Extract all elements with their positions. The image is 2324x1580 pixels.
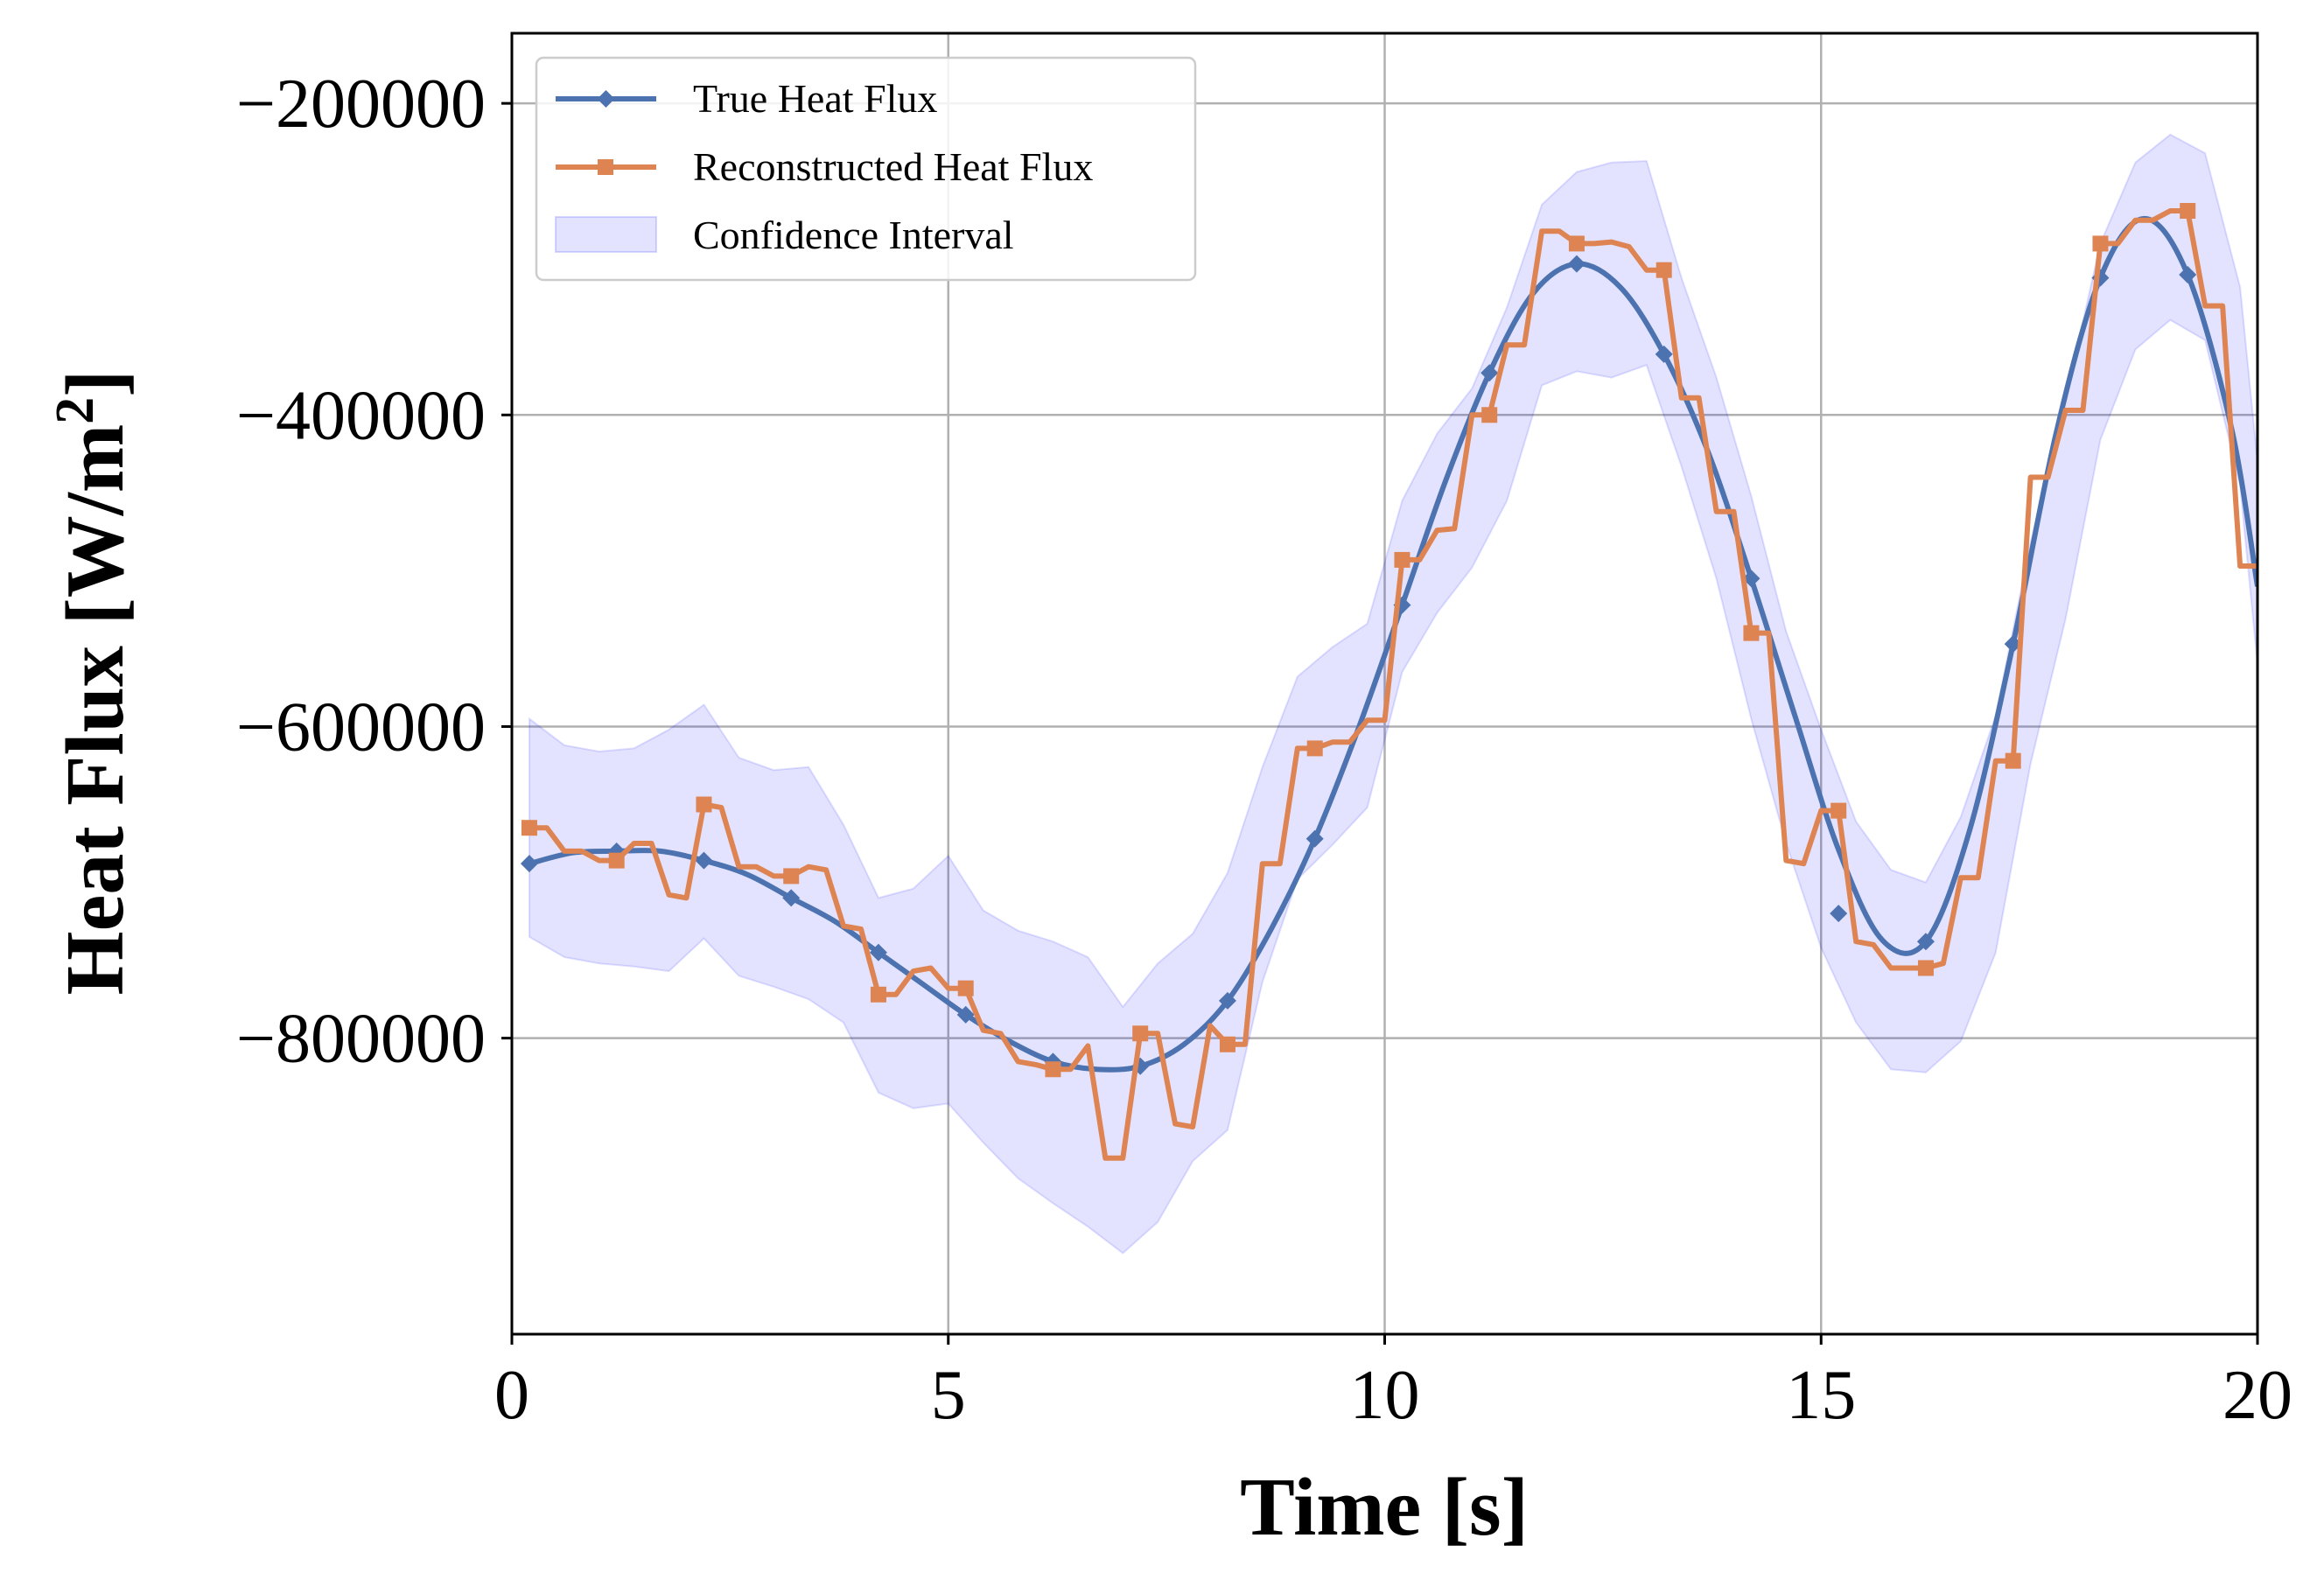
x-axis: 0 5 10 15 20 bbox=[494, 1334, 2292, 1434]
y-tick-label-0: −200000 bbox=[236, 66, 486, 143]
y-tick-label-3: −800000 bbox=[236, 1001, 486, 1078]
confidence-band bbox=[528, 133, 2258, 1255]
data-point-reconstructed-17 bbox=[2005, 752, 2021, 769]
data-point-reconstructed-10 bbox=[1394, 551, 1410, 568]
legend-marker-square-icon bbox=[598, 159, 613, 175]
y-axis: −200000 −400000 −600000 −800000 bbox=[236, 66, 512, 1078]
data-point-reconstructed-3 bbox=[783, 868, 800, 884]
data-point-true-9 bbox=[1306, 829, 1324, 848]
data-point-reconstructed-8 bbox=[1219, 1036, 1236, 1052]
data-point-reconstructed-15 bbox=[1830, 802, 1847, 819]
data-point-reconstructed-19 bbox=[2180, 203, 2196, 220]
y-tick-label-2: −600000 bbox=[236, 689, 486, 766]
x-tick-label-0: 0 bbox=[494, 1357, 529, 1434]
data-point-reconstructed-14 bbox=[1743, 625, 1760, 641]
data-point-reconstructed-9 bbox=[1306, 740, 1323, 757]
x-tick-label-1: 5 bbox=[931, 1357, 966, 1434]
legend-swatch-confidence-interval bbox=[555, 216, 657, 253]
legend-entry-confidence-interval: Confidence Interval bbox=[555, 213, 1014, 257]
data-point-reconstructed-5 bbox=[957, 980, 974, 996]
data-point-true-2 bbox=[695, 851, 713, 870]
x-axis-title: Time [s] bbox=[1240, 1462, 1529, 1553]
data-point-true-12 bbox=[1567, 255, 1586, 273]
legend-box bbox=[535, 56, 1197, 282]
confidence-interval-area bbox=[528, 133, 2258, 1255]
data-point-reconstructed-16 bbox=[1917, 960, 1934, 976]
data-point-reconstructed-1 bbox=[608, 852, 625, 869]
legend-entry-reconstructed-heat-flux: Reconstructed Heat Flux bbox=[556, 144, 1093, 189]
data-point-reconstructed-6 bbox=[1045, 1061, 1061, 1078]
data-point-true-16 bbox=[1916, 933, 1935, 951]
series-reconstructed bbox=[521, 203, 2258, 1161]
data-point-reconstructed-0 bbox=[521, 820, 537, 836]
x-tick-label-2: 10 bbox=[1350, 1357, 1420, 1434]
data-point-true-14 bbox=[1742, 570, 1760, 588]
data-point-true-19 bbox=[2179, 266, 2197, 284]
data-point-true-13 bbox=[1655, 345, 1673, 363]
data-point-reconstructed-13 bbox=[1656, 262, 1672, 278]
series-line-true bbox=[528, 215, 2258, 1073]
data-point-true-5 bbox=[956, 1005, 975, 1024]
legend-label-true-heat-flux: True Heat Flux bbox=[693, 76, 937, 121]
legend-marker-diamond-icon bbox=[597, 90, 615, 108]
gridlines bbox=[510, 33, 2259, 1334]
y-axis-title-superscript: 2 bbox=[46, 397, 105, 424]
x-tick-label-3: 15 bbox=[1786, 1357, 1856, 1434]
data-point-true-8 bbox=[1218, 991, 1236, 1010]
data-point-true-11 bbox=[1480, 364, 1499, 382]
series-layer bbox=[520, 203, 2258, 1161]
data-point-true-4 bbox=[869, 943, 887, 961]
data-point-reconstructed-12 bbox=[1568, 235, 1585, 252]
y-axis-title: Heat Flux [W/m2] bbox=[46, 370, 141, 996]
data-point-reconstructed-4 bbox=[870, 986, 886, 1003]
data-point-true-15 bbox=[1830, 905, 1848, 923]
legend: True Heat Flux Reconstructed Heat Flux C… bbox=[535, 56, 1197, 282]
data-point-true-3 bbox=[782, 889, 801, 907]
data-point-reconstructed-7 bbox=[1132, 1025, 1149, 1042]
data-point-reconstructed-18 bbox=[2092, 235, 2109, 252]
legend-label-reconstructed-heat-flux: Reconstructed Heat Flux bbox=[693, 144, 1093, 189]
data-point-reconstructed-11 bbox=[1481, 407, 1498, 423]
legend-label-confidence-interval: Confidence Interval bbox=[693, 213, 1014, 257]
data-point-reconstructed-2 bbox=[696, 796, 712, 813]
legend-entry-true-heat-flux: True Heat Flux bbox=[556, 76, 937, 121]
series-line-reconstructed bbox=[529, 208, 2258, 1161]
x-tick-label-4: 20 bbox=[2222, 1357, 2292, 1434]
data-point-true-0 bbox=[520, 855, 538, 873]
y-tick-label-1: −400000 bbox=[236, 377, 486, 454]
